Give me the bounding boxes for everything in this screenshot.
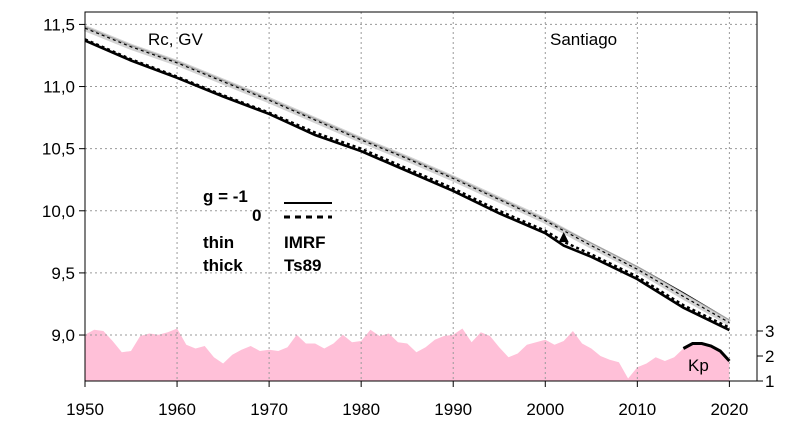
tick-layer: 1950 1960 1970 1980 1990 2000 2010 20209,09,510… xyxy=(42,15,775,419)
legend-g-row2: 0 xyxy=(252,206,261,225)
kp-area-layer xyxy=(85,328,731,381)
x-tick-label: 1950 xyxy=(66,400,104,419)
x-tick-label: 1980 xyxy=(342,400,380,419)
kp-tick-label: 1 xyxy=(765,372,774,391)
x-tick-label: 1990 xyxy=(434,400,472,419)
y-tick-label: 11,5 xyxy=(43,15,75,34)
kp-tick-label: 2 xyxy=(765,347,774,366)
series-thick-dashed xyxy=(84,38,730,329)
kp-tick-label: 3 xyxy=(765,322,774,341)
legend-ts89: Ts89 xyxy=(284,256,322,275)
x-tick-label: 1960 xyxy=(158,400,196,419)
legend-thin: thin xyxy=(203,233,234,252)
legend-g-row1: g = -1 xyxy=(203,187,248,206)
y-tick-label: 9,5 xyxy=(51,264,75,283)
y-tick-label: 9,0 xyxy=(51,326,75,345)
plot-frame xyxy=(84,11,758,382)
y-tick-label: 10,5 xyxy=(42,140,75,159)
kp-area xyxy=(85,328,730,381)
annotation-top-right: Santiago xyxy=(550,30,617,49)
y-tick-label: 10,0 xyxy=(42,202,75,221)
triangle-marker xyxy=(558,232,569,243)
x-tick-label: 2010 xyxy=(618,400,656,419)
series-thin-dashed xyxy=(84,27,730,324)
legend: g = -1 0 thin IMRF thick Ts89 xyxy=(203,187,332,275)
x-tick-label: 1970 xyxy=(250,400,288,419)
legend-imrf: IMRF xyxy=(284,233,326,252)
x-tick-label: 2000 xyxy=(526,400,564,419)
x-tick-label: 2020 xyxy=(710,400,748,419)
y-tick-label: 11,0 xyxy=(43,78,75,97)
annotation-top-left: Rc, GV xyxy=(148,30,203,49)
legend-thick: thick xyxy=(203,256,243,275)
series-layer xyxy=(83,25,731,332)
kp-outline-recent xyxy=(682,342,731,363)
series-thick-solid xyxy=(84,39,730,332)
kp-label: Kp xyxy=(688,356,709,375)
